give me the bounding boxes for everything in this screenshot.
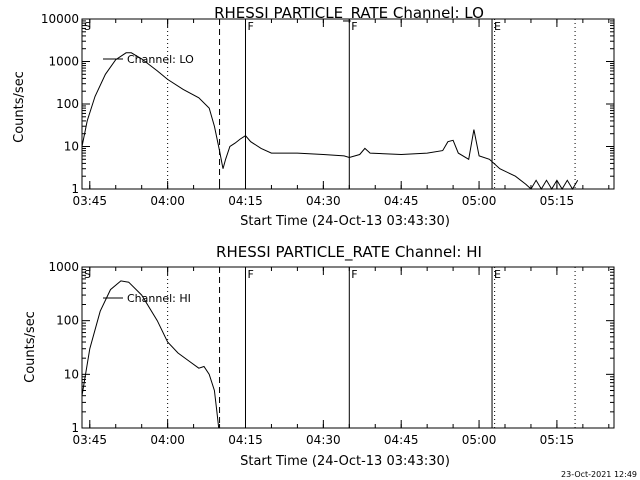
y-tick-label: 1000 <box>48 260 79 274</box>
event-marker-label: F <box>351 268 357 281</box>
x-tick-label: 05:15 <box>540 194 575 208</box>
panel-hi: RHESSI PARTICLE_RATE Channel: HI Counts/… <box>23 243 615 469</box>
x-tick-label: 04:30 <box>306 194 341 208</box>
y-tick-label: 100 <box>56 314 79 328</box>
x-tick-label: 03:45 <box>72 194 107 208</box>
event-marker-label: S <box>84 20 91 33</box>
legend-label-hi: Channel: HI <box>127 292 191 305</box>
x-tick-label: 05:15 <box>540 433 575 447</box>
x-tick-label: 04:30 <box>306 433 341 447</box>
legend-label-lo: Channel: LO <box>127 53 194 66</box>
series-line <box>81 52 579 190</box>
event-marker-label: E <box>494 268 501 281</box>
event-marker-label: F <box>351 20 357 33</box>
chart-title-hi: RHESSI PARTICLE_RATE Channel: HI <box>216 243 482 262</box>
chart-title-lo: RHESSI PARTICLE_RATE Channel: LO <box>214 4 484 23</box>
y-tick-label: 1000 <box>48 55 79 69</box>
y-tick-label: 10 <box>64 140 79 154</box>
y-tick-label: 1 <box>71 182 79 196</box>
x-tick-label: 04:00 <box>150 433 185 447</box>
x-axis-label-lo: Start Time (24-Oct-13 03:43:30) <box>240 214 450 229</box>
y-tick-label: 10000 <box>41 12 79 26</box>
plot-frame <box>81 18 615 190</box>
x-tick-label: 05:00 <box>462 433 497 447</box>
x-tick-label: 04:45 <box>384 433 419 447</box>
y-tick-label: 10 <box>64 367 79 381</box>
y-axis-label-lo: Counts/sec <box>12 71 27 143</box>
y-axis-label-hi: Counts/sec <box>23 311 38 383</box>
event-marker-label: E <box>494 20 501 33</box>
y-tick-label: 1 <box>71 421 79 435</box>
x-axis-label-hi: Start Time (24-Oct-13 03:43:30) <box>240 454 450 469</box>
x-tick-label: 05:00 <box>462 194 497 208</box>
x-tick-label: 04:00 <box>150 194 185 208</box>
event-marker-label: S <box>84 268 91 281</box>
x-tick-label: 04:15 <box>228 194 263 208</box>
panel-lo: RHESSI PARTICLE_RATE Channel: LO Counts/… <box>12 4 615 229</box>
event-marker-label: F <box>247 20 253 33</box>
series-line <box>81 280 220 429</box>
x-tick-label: 04:45 <box>384 194 419 208</box>
x-tick-label: 04:15 <box>228 433 263 447</box>
y-tick-label: 100 <box>56 97 79 111</box>
x-tick-label: 03:45 <box>72 433 107 447</box>
event-marker-label: F <box>247 268 253 281</box>
footer-timestamp: 23-Oct-2021 12:49 <box>561 470 637 479</box>
